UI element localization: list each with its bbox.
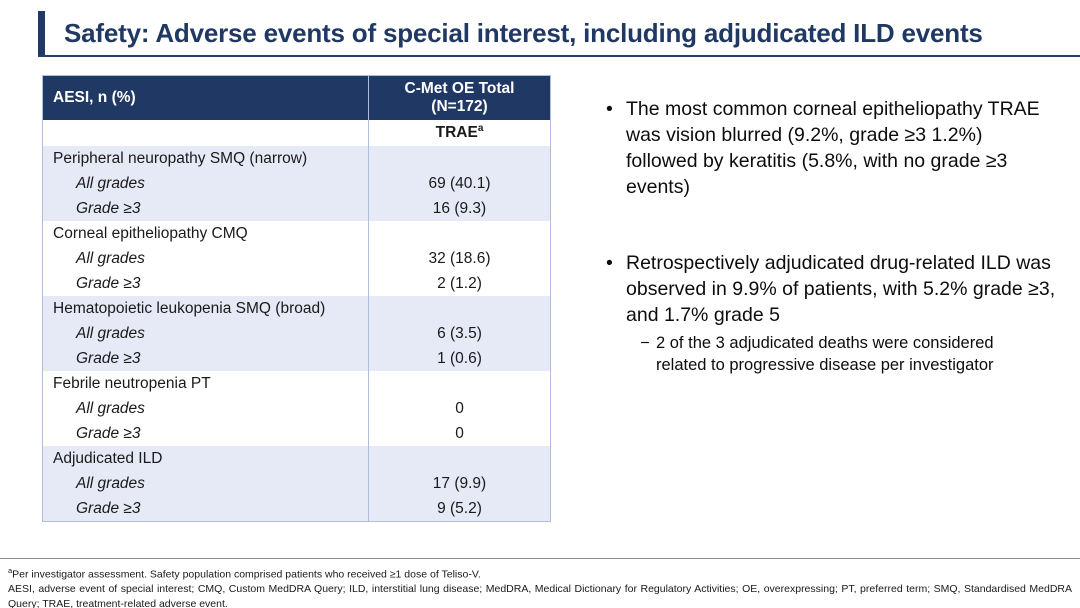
dash-icon: − [640,334,650,352]
aesi-column-header: AESI, n (%) [42,75,369,120]
footnote-assessment-text: Per investigator assessment. Safety popu… [12,568,481,581]
group-header-line2: (N=172) [431,98,488,115]
table-row: All grades 0 [43,396,551,421]
aesi-group-label-cell: Febrile neutropenia PT [53,374,211,392]
title-underline [38,55,1080,57]
aesi-table-body: Peripheral neuropathy SMQ (narrow) All gr… [42,146,551,522]
footnote-sup: a [8,566,13,575]
bullet-icon: • [606,252,613,274]
table-row: Febrile neutropenia PT [43,371,551,396]
trae-footnote-marker: a [477,123,484,135]
aesi-subrow-label-cell: Grade ≥3 [76,274,141,292]
aesi-value-cell: 9 (5.2) [368,496,551,522]
page-title: Safety: Adverse events of special intere… [64,18,983,48]
aesi-subrow-label-cell: All grades [76,399,145,417]
aesi-value-cell [368,296,551,321]
aesi-value-cell: 69 (40.1) [368,171,551,196]
trae-label: TRAE [435,124,478,142]
table-row: All grades 32 (18.6) [43,246,551,271]
table-row: All grades 17 (9.9) [42,471,551,496]
aesi-group-label-cell: Adjudicated ILD [42,446,369,471]
bullet-icon: • [606,98,613,120]
table-header-row: AESI, n (%) C-Met OE Total (N=172) [42,75,551,120]
aesi-subrow-label-cell: All grades [42,471,369,496]
table-row: Hematopoietic leukopenia SMQ (broad) [42,296,551,321]
aesi-value-cell: 2 (1.2) [368,271,551,296]
aesi-subrow-label-cell: Grade ≥3 [42,496,369,522]
aesi-group-label-cell: Corneal epitheliopathy CMQ [53,224,248,242]
aesi-subrow-label-cell: All grades [76,249,145,267]
bullet-text: The most common corneal epitheliopathy T… [626,98,1040,198]
group-column-header: C-Met OE Total (N=172) [368,75,551,120]
aesi-value-cell [368,221,551,246]
footnote-assessment: aPer investigator assessment. Safety pop… [8,564,1072,582]
aesi-value-cell: 16 (9.3) [368,196,551,221]
aesi-subrow-label-cell: Grade ≥3 [76,424,141,442]
sub-bullet-text: 2 of the 3 adjudicated deaths were consi… [656,334,994,374]
aesi-value-cell [368,146,551,171]
aesi-value-cell: 0 [368,396,551,421]
aesi-subrow-label-cell: All grades [42,321,369,346]
table-row: Grade ≥3 16 (9.3) [42,196,551,221]
table-row: All grades 6 (3.5) [42,321,551,346]
table-row: Adjudicated ILD [42,446,551,471]
aesi-group-label-cell: Hematopoietic leukopenia SMQ (broad) [42,296,369,321]
table-subheader-row: TRAEa [42,120,551,146]
table-row: Grade ≥3 1 (0.6) [42,346,551,371]
bullet-text: Retrospectively adjudicated drug-related… [626,252,1056,326]
table-row: All grades 69 (40.1) [42,171,551,196]
aesi-table: AESI, n (%) C-Met OE Total (N=172) TRAEa… [42,75,551,522]
trae-subheader-cell: TRAEa [368,120,551,146]
bullet-list: • The most common corneal epitheliopathy … [602,96,1072,376]
aesi-subrow-label-cell: Grade ≥3 [42,346,369,371]
aesi-subrow-label-cell: All grades [42,171,369,196]
aesi-value-cell [368,371,551,396]
table-row: Grade ≥3 2 (1.2) [43,271,551,296]
empty-cell [42,120,369,146]
bullet-item: • The most common corneal epitheliopathy … [602,96,1072,200]
table-row: Peripheral neuropathy SMQ (narrow) [42,146,551,171]
aesi-value-cell [368,446,551,471]
aesi-value-cell: 32 (18.6) [368,246,551,271]
footnotes: aPer investigator assessment. Safety pop… [8,564,1072,608]
aesi-group-label-cell: Peripheral neuropathy SMQ (narrow) [42,146,369,171]
aesi-value-cell: 17 (9.9) [368,471,551,496]
bullet-item: • Retrospectively adjudicated drug-relate… [602,250,1072,328]
table-row: Grade ≥3 0 [43,421,551,446]
table-row: Grade ≥3 9 (5.2) [42,496,551,522]
footnote-abbreviations: AESI, adverse event of special interest;… [8,583,1072,608]
sub-bullet-item: −2 of the 3 adjudicated deaths were cons… [640,332,1072,376]
aesi-value-cell: 0 [368,421,551,446]
table-row: Corneal epitheliopathy CMQ [43,221,551,246]
aesi-value-cell: 1 (0.6) [368,346,551,371]
title-accent-bar [38,11,45,57]
aesi-value-cell: 6 (3.5) [368,321,551,346]
aesi-subrow-label-cell: Grade ≥3 [42,196,369,221]
footer-divider [0,558,1080,559]
group-header-line1: C-Met OE Total [404,80,515,97]
